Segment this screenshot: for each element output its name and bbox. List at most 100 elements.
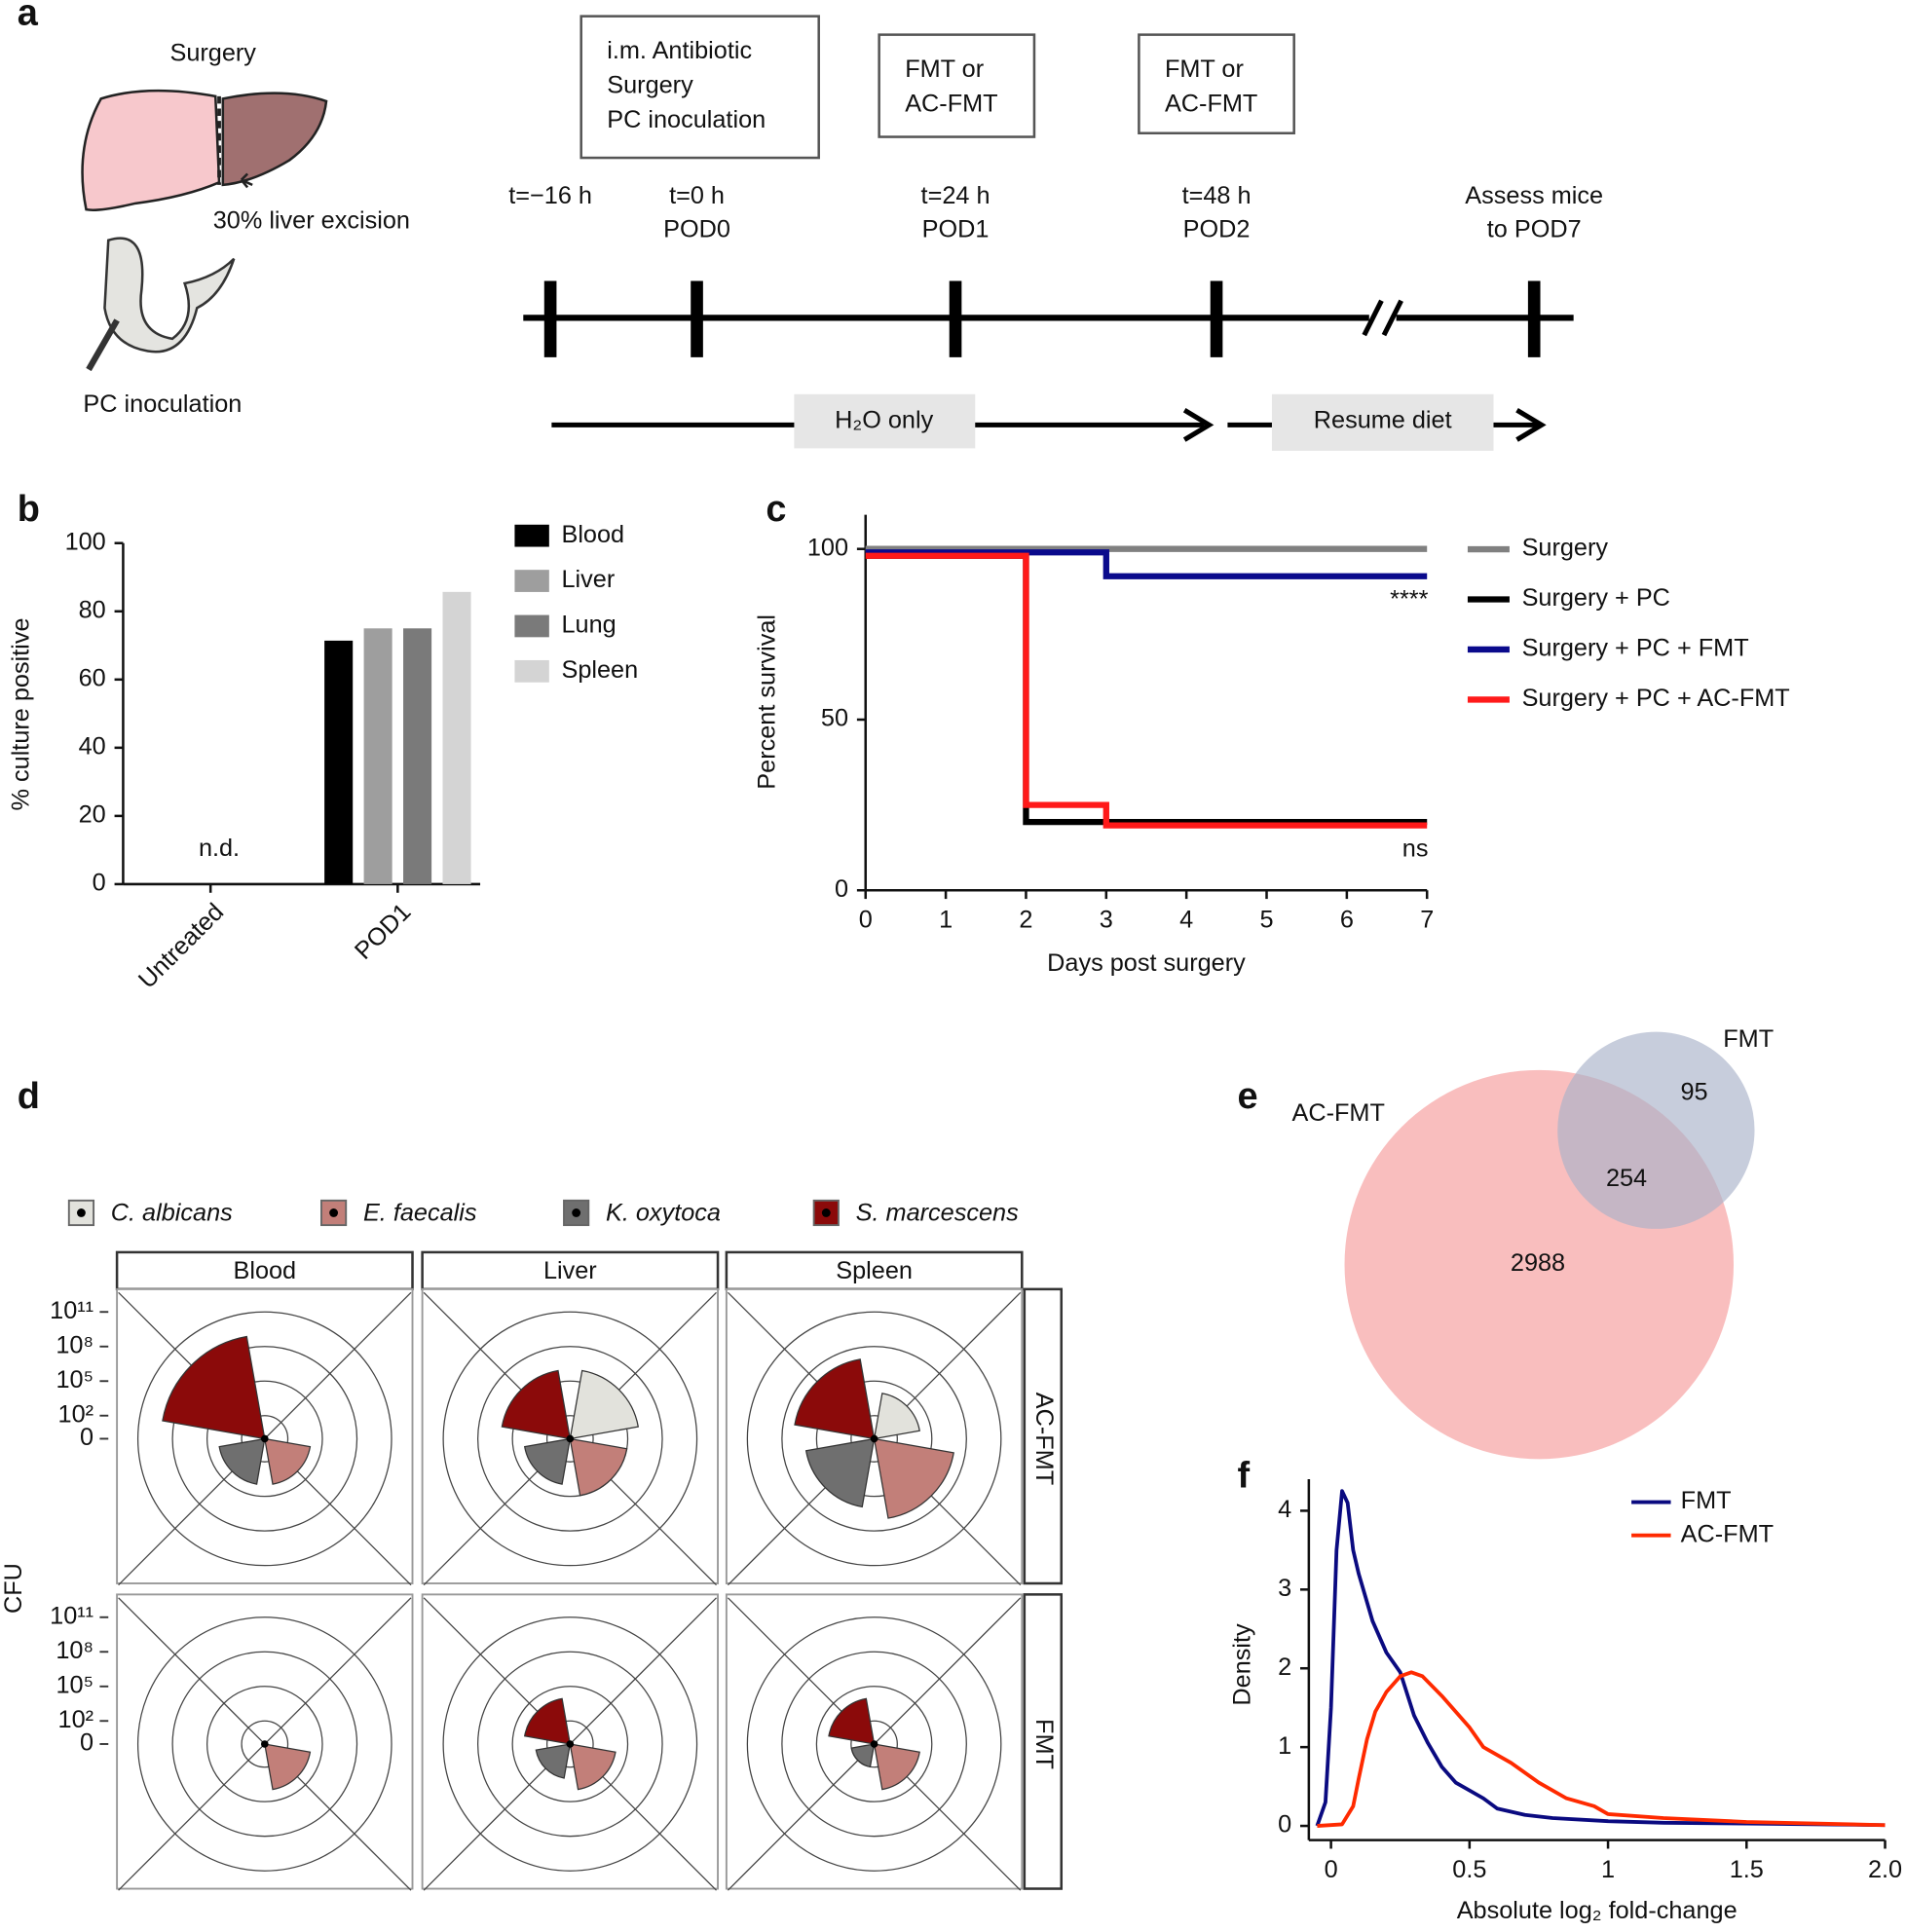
legend-swatch [514, 570, 549, 592]
rose-wedge [569, 1369, 640, 1440]
legend-swatch [514, 524, 549, 547]
grid-circle [781, 1346, 967, 1532]
rose-wedge [873, 1437, 954, 1519]
liver-illustration [81, 89, 328, 211]
grid-circle [476, 1346, 663, 1532]
y-tick-label: 20 [79, 801, 106, 829]
grid-circle [545, 1415, 594, 1463]
rose-wedge [535, 1743, 572, 1779]
r-tick-label: 10⁵ [56, 1366, 94, 1393]
y-tick-label: 0 [835, 875, 848, 903]
legend-label: S. marcescens [856, 1199, 1019, 1226]
legend-swatch [514, 614, 549, 638]
center-dot [566, 1434, 575, 1443]
grid-circle [241, 1415, 289, 1463]
phase-label: Resume diet [1314, 406, 1452, 433]
panel-label: b [18, 489, 40, 530]
x-tick-label: 2 [1019, 907, 1032, 934]
grid-circle [241, 1720, 289, 1768]
bar [363, 628, 392, 884]
rose-wedge [850, 1743, 876, 1768]
inoculation-label: PC inoculation [83, 390, 242, 418]
timepoint-label: POD1 [922, 215, 990, 242]
legend-dot [572, 1208, 581, 1217]
facet-column-label: Liver [543, 1257, 597, 1284]
rose-wedge [218, 1437, 266, 1485]
x-axis-label: Absolute log₂ fold-change [1457, 1897, 1738, 1924]
significance-label: **** [1390, 586, 1428, 613]
facet-strip [421, 1250, 720, 1291]
timepoint-label: t=24 h [921, 182, 990, 209]
grid-circle [206, 1686, 323, 1802]
bar [403, 628, 432, 884]
density-line [1315, 1489, 1886, 1828]
panel-label: a [18, 0, 39, 33]
y-tick-label: 0 [93, 870, 106, 897]
grid-circle [171, 1651, 358, 1838]
r-axis-label: CFU [0, 1563, 27, 1614]
center-dot [870, 1740, 878, 1748]
density-line [1317, 1670, 1886, 1828]
step-text: PC inoculation [607, 106, 766, 133]
y-tick-label: 80 [79, 596, 106, 623]
y-tick-label: 1 [1278, 1732, 1291, 1760]
grid-circle [206, 1380, 323, 1498]
y-tick-label: 100 [807, 534, 848, 561]
x-tick-label: 1 [939, 907, 953, 934]
timepoint-label: POD2 [1183, 215, 1251, 242]
grid-circle [136, 1311, 392, 1567]
grid-circle [511, 1380, 629, 1498]
grid-circle [511, 1686, 629, 1802]
significance-label: ns [1402, 836, 1429, 863]
region-count: 254 [1606, 1165, 1647, 1192]
panel-label: d [18, 1076, 40, 1117]
grid-circle [442, 1311, 698, 1567]
timepoint-label: t=−16 h [508, 182, 592, 209]
legend-label: Surgery + PC + AC-FMT [1522, 685, 1790, 712]
legend-label: K. oxytoca [606, 1199, 721, 1226]
grid-circle [136, 1616, 392, 1872]
grid-circle [781, 1651, 967, 1838]
r-tick-label: 10¹¹ [50, 1297, 93, 1324]
y-tick-label: 0 [1278, 1811, 1291, 1839]
bar [324, 640, 354, 884]
step-text: AC-FMT [1165, 90, 1257, 117]
y-tick-label: 4 [1278, 1496, 1291, 1523]
excision-label: 30% liver excision [213, 206, 410, 234]
intestine-illustration [86, 237, 236, 372]
grid-spoke [118, 1743, 266, 1891]
panel-label: f [1238, 1455, 1251, 1496]
grid-circle [815, 1686, 933, 1802]
y-tick-label: 2 [1278, 1653, 1291, 1681]
survival-line [865, 552, 1428, 826]
facet-column-label: Spleen [836, 1257, 913, 1284]
step-box [579, 15, 820, 160]
legend-label: AC-FMT [1681, 1520, 1774, 1547]
legend-dot [77, 1208, 86, 1217]
phase-label: H₂O only [835, 406, 933, 433]
grid-spoke [874, 1597, 1022, 1745]
y-tick-label: 50 [821, 705, 848, 732]
grid-circle [545, 1720, 594, 1768]
x-tick-label: 1 [1601, 1856, 1615, 1883]
legend-dot [329, 1208, 339, 1217]
rose-wedge [264, 1437, 312, 1485]
r-tick-label: 10¹¹ [50, 1602, 93, 1629]
grid-spoke [727, 1743, 876, 1891]
rose-wedge [569, 1743, 617, 1791]
grid-circle [850, 1415, 898, 1463]
facet-strip [1023, 1287, 1064, 1585]
r-tick-label: 10⁵ [56, 1671, 94, 1698]
y-tick-label: 3 [1278, 1575, 1291, 1602]
legend-label: Blood [561, 521, 624, 548]
panel-label: c [766, 489, 786, 530]
grid-spoke [569, 1597, 717, 1745]
legend-swatch [514, 659, 549, 683]
set-label: AC-FMT [1291, 1099, 1384, 1127]
legend-label: Surgery + PC [1522, 584, 1670, 612]
surgery-label: Surgery [169, 40, 256, 67]
region-count: 2988 [1511, 1249, 1565, 1277]
timepoint-label: t=0 h [669, 182, 725, 209]
rose-wedge [873, 1393, 920, 1440]
facet-column-label: Blood [233, 1257, 296, 1284]
